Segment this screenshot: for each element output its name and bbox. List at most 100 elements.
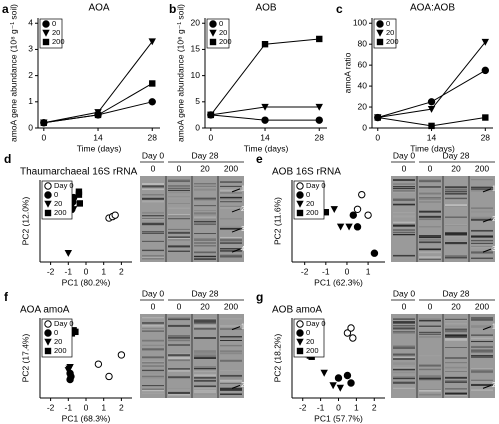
gel-band [419, 239, 441, 241]
legend-label: 0 [386, 19, 390, 28]
y-tick-label: 1 [28, 96, 33, 106]
marker [347, 324, 355, 332]
gel-band [194, 387, 216, 390]
gel-band [393, 368, 415, 371]
band-arrow [231, 208, 241, 213]
gel-header: Day 0 [393, 150, 415, 160]
gel-band [471, 246, 493, 249]
x-tick-label: 28 [148, 132, 158, 142]
gel-band [194, 389, 216, 392]
gel-band [419, 256, 441, 259]
gel-lane-label: 200 [224, 163, 238, 173]
gel-band [168, 197, 190, 199]
gel-band [194, 374, 216, 376]
y-tick-label: 15 [191, 44, 201, 54]
y-tick-label: 10 [191, 70, 201, 80]
marker [320, 369, 328, 377]
gel-band [220, 228, 242, 230]
legend-label: 20 [306, 337, 314, 346]
gel-band [194, 354, 216, 357]
x-tick-label: -2 [301, 266, 309, 276]
legend-marker [296, 200, 304, 208]
gel-band [142, 327, 164, 330]
legend-marker [296, 329, 304, 337]
legend-marker [376, 29, 384, 37]
legend-label: Day 0 [54, 319, 74, 328]
panel-label: e [256, 152, 263, 166]
gel-band [393, 229, 415, 231]
band-label: 2 [241, 382, 245, 389]
gel-band [220, 206, 242, 209]
gel-band [142, 240, 164, 242]
gel-band [220, 374, 242, 377]
gel-band [194, 377, 216, 379]
gel-band [393, 221, 415, 224]
x-tick-label: 28 [481, 132, 491, 142]
marker [75, 191, 83, 198]
marker [261, 103, 269, 111]
x-tick-label: 0 [41, 132, 46, 142]
gel-band [194, 392, 216, 394]
gel-band [142, 356, 164, 359]
legend-label: 20 [52, 28, 60, 37]
gel-band [220, 328, 242, 330]
gel-lane-label: 0 [402, 163, 407, 173]
gel-band [393, 387, 415, 389]
gel-lane-label: 0 [177, 163, 182, 173]
legend-marker [42, 20, 50, 28]
gel-band [419, 218, 441, 221]
gel-band [419, 393, 441, 396]
gel-band [471, 371, 493, 373]
gel-band [220, 238, 242, 240]
gel-band [445, 192, 467, 194]
gel-band [142, 361, 164, 363]
gel-band [471, 242, 493, 244]
gel-band [220, 185, 242, 187]
gel-band [471, 379, 493, 381]
gel-band [471, 356, 493, 358]
gel-band [419, 327, 441, 329]
gel-band [168, 375, 190, 377]
gel-band [168, 388, 190, 390]
gel-band [471, 252, 493, 254]
gel-band [419, 212, 441, 214]
gel-lane-label: 0 [151, 301, 156, 311]
legend-label: 200 [306, 346, 319, 355]
gel-band [194, 371, 216, 372]
gel-band [393, 192, 415, 193]
gel-band [471, 384, 493, 386]
gel-band [194, 199, 216, 201]
gel-band [142, 392, 164, 394]
gel-band [220, 181, 242, 183]
gel-band [445, 331, 467, 333]
gel-band [168, 339, 190, 342]
gel-band [194, 205, 216, 207]
y-tick-label: 60 [358, 59, 368, 69]
gel-band [142, 370, 164, 372]
x-tick-label: 0 [336, 402, 341, 412]
gel-band [445, 319, 467, 321]
x-tick-label: -1 [65, 402, 73, 412]
gel-band [445, 223, 467, 225]
gel-band [419, 331, 441, 334]
gel-band [220, 345, 242, 347]
gel-band [142, 365, 164, 367]
gel-band [393, 331, 415, 334]
band-arrow [231, 188, 241, 193]
gel-band [393, 346, 415, 349]
legend-label: 20 [386, 28, 394, 37]
gel-band [142, 211, 164, 214]
gel-band [419, 198, 441, 200]
x-tick-label: 1 [101, 266, 106, 276]
gel-band [445, 186, 467, 188]
gel-band [445, 377, 467, 379]
gel-band [194, 258, 216, 260]
gel-band [168, 191, 190, 194]
gel-band [194, 393, 216, 395]
gel-band [168, 394, 190, 396]
gel-band [393, 233, 415, 236]
gel-band [393, 322, 415, 324]
gel-lane-label: 20 [451, 163, 461, 173]
gel-band [220, 188, 242, 191]
gel-band [142, 194, 164, 196]
